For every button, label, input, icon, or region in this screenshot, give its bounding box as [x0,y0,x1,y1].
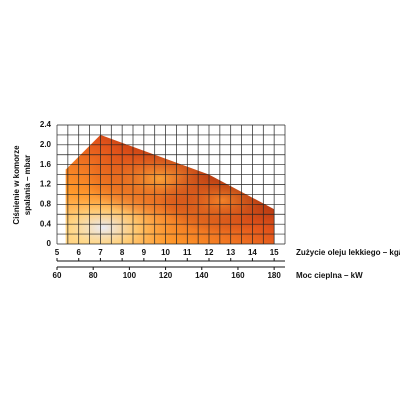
grid [56,124,286,245]
x2-tick-label: 160 [231,271,245,280]
y-axis-label: spalania – mbar [23,155,32,215]
flame-layer [65,134,275,244]
y-tick-label: 2.4 [40,120,52,129]
y-tick-label: 2.0 [40,140,52,149]
x-tick-label: 6 [76,248,81,257]
x2-tick-label: 140 [195,271,209,280]
x-tick-label: 11 [183,248,192,257]
y-tick-label: 0 [47,239,52,248]
x-tick-label: 12 [205,248,214,257]
x-tick-label: 9 [142,248,147,257]
x-tick-label: 10 [161,248,170,257]
x-tick-label: 5 [55,248,60,257]
x-tick-label: 15 [270,248,279,257]
y-tick-label: 0.4 [40,219,52,228]
x2-tick-label: 60 [53,271,62,280]
x-tick-label: 14 [248,248,257,257]
y-axis-label: Ciśnienie w komorze [12,145,21,225]
x2-axis-label: Moc cieplna – kW [296,271,363,280]
x2-tick-label: 80 [89,271,98,280]
x-tick-label: 8 [120,248,125,257]
x-tick-label: 13 [226,248,235,257]
x-tick-label: 7 [98,248,103,257]
y-tick-label: 1.2 [40,180,52,189]
x2-tick-label: 100 [123,271,137,280]
x-axis-label: Zużycie oleju lekkiego – kg/h [296,248,400,257]
y-tick-label: 0.8 [40,199,52,208]
flame-glow [65,134,275,244]
y-tick-label: 1.6 [40,160,52,169]
x2-tick-label: 180 [267,271,281,280]
x2-tick-label: 120 [159,271,173,280]
